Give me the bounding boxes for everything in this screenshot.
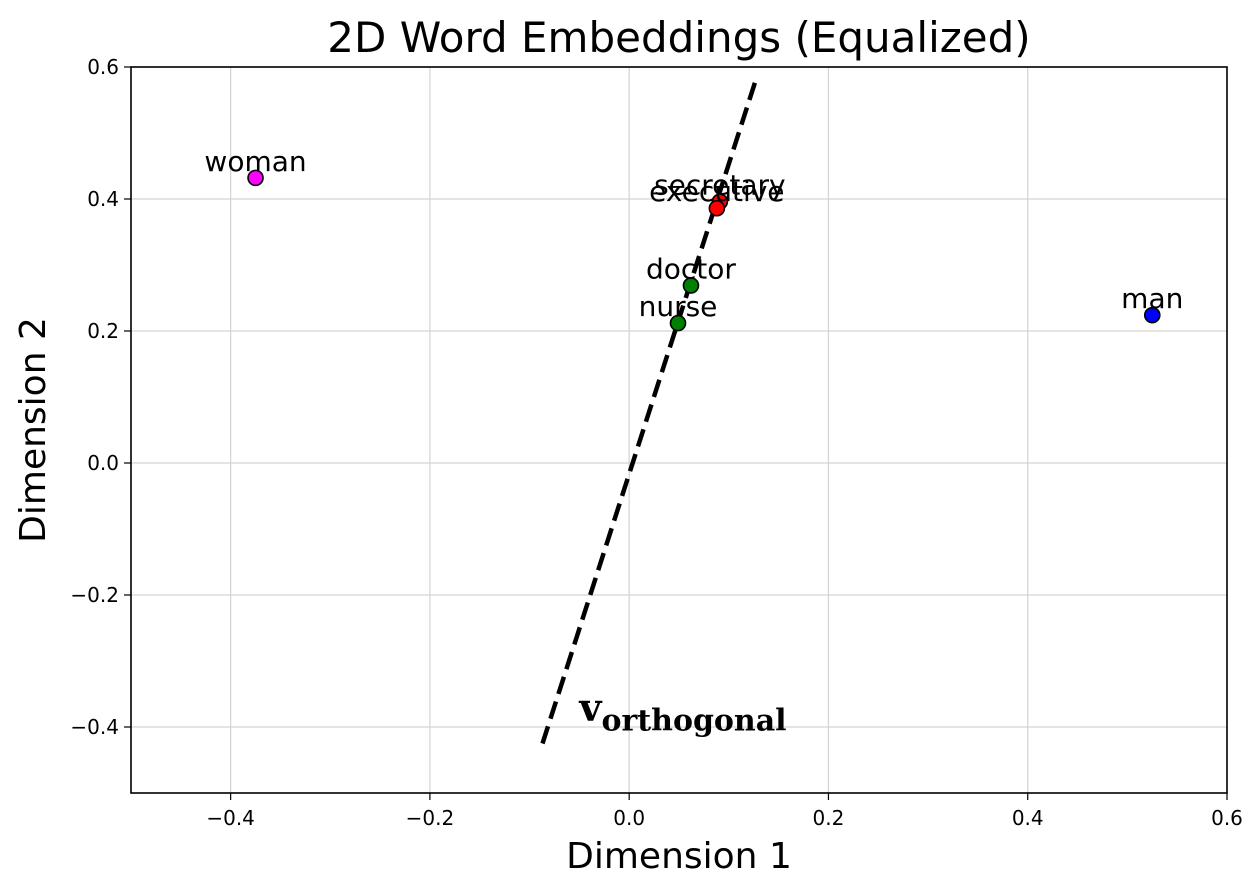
x-tick-label: 0.4	[1012, 806, 1044, 830]
y-tick-label: −0.4	[70, 715, 119, 739]
x-tick-label: 0.0	[613, 806, 645, 830]
v-orthogonal-annotation: vorthogonal	[578, 684, 786, 738]
y-tick-label: 0.6	[87, 55, 119, 79]
annotation-subscript: orthogonal	[601, 703, 786, 738]
point-nurse	[669, 314, 687, 332]
x-tick-label: 0.2	[813, 806, 845, 830]
y-tick-label: 0.2	[87, 319, 119, 343]
label-nurse: nurse	[639, 290, 718, 323]
label-executive: executive	[649, 175, 784, 208]
y-axis-label: Dimension 2	[13, 317, 54, 543]
orthogonal-direction-line-group	[540, 79, 758, 745]
point-doctor	[682, 277, 700, 294]
y-tick-label: 0.4	[87, 187, 119, 211]
x-axis-label: Dimension 1	[566, 836, 792, 875]
y-tick-label: −0.2	[70, 583, 119, 607]
plot-frame	[130, 66, 1228, 794]
label-doctor: doctor	[646, 252, 736, 285]
data-points	[247, 169, 1161, 332]
y-tick-label: 0.0	[87, 451, 119, 475]
x-tick-label: −0.2	[406, 806, 455, 830]
orthogonal-direction-line	[540, 79, 758, 745]
annotation-base: v	[578, 684, 603, 729]
x-tick-label: −0.4	[206, 806, 255, 830]
label-woman: woman	[204, 145, 306, 178]
label-secretary: secretary	[654, 169, 786, 202]
point-executive	[708, 199, 726, 217]
axis-ticks: −0.4 −0.2 0.0 0.2 0.4 0.6 −0.4 −0.2 0.0 0.2 0.4 0.6	[70, 55, 1242, 830]
chart-title: 2D Word Embeddings (Equalized)	[327, 13, 1030, 62]
point-woman	[247, 169, 264, 187]
x-tick-label: 0.6	[1211, 806, 1243, 830]
label-man: man	[1121, 282, 1183, 315]
point-man	[1143, 306, 1161, 324]
